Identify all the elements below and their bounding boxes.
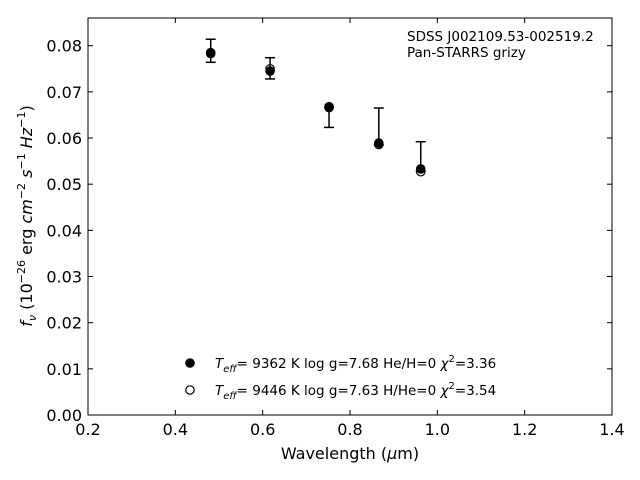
x-tick-label: 0.8 (337, 420, 362, 439)
x-tick-label: 0.2 (75, 420, 100, 439)
annotation: SDSS J002109.53-002519.2 Pan-STARRS griz… (407, 29, 594, 61)
x-tick-label: 1.4 (599, 420, 624, 439)
x-axis-label: Wavelength (μm) (281, 444, 419, 463)
x-tick-label: 1.0 (425, 420, 450, 439)
y-tick-label: 0.03 (46, 268, 82, 287)
annotation-line-1: SDSS J002109.53-002519.2 (407, 29, 594, 45)
y-tick-label: 0.04 (46, 221, 82, 240)
legend: Teff= 9362 K log g=7.68 He/H=0 χ2=3.36 Te… (185, 354, 496, 402)
tick-layer: 0.2 0.4 0.6 0.8 1.0 1.2 1.4 0.00 0.01 0.02 0.03 0.0… (46, 18, 625, 439)
y-tick-label: 0.08 (46, 37, 82, 56)
x-tick-label: 0.4 (163, 420, 188, 439)
legend-marker-open (185, 385, 195, 395)
legend-entry: Teff= 9446 K log g=7.63 H/He=0 χ2=3.54 (215, 381, 496, 402)
y-tick-label: 0.06 (46, 129, 82, 148)
x-tick-label: 0.6 (250, 420, 275, 439)
model-point-open (265, 63, 275, 74)
y-axis-label: fν (10−26 erg cm−2 s−1 Hz−1) (15, 105, 39, 326)
model-point-open (374, 139, 384, 150)
annotation-line-2: Pan-STARRS grizy (407, 45, 526, 61)
model-point-open (415, 166, 426, 177)
y-tick-label: 0.02 (46, 314, 82, 333)
x-tick-label: 1.2 (512, 420, 537, 439)
legend-entry: Teff= 9362 K log g=7.68 He/H=0 χ2=3.36 (215, 354, 496, 375)
y-tick-label: 0.01 (46, 360, 82, 379)
marker-layer (205, 47, 426, 177)
model-point-open (324, 101, 334, 112)
y-tick-label: 0.05 (46, 175, 82, 194)
model-point-filled (415, 164, 426, 174)
legend-marker-filled (185, 358, 195, 368)
y-tick-label: 0.07 (46, 83, 82, 102)
y-tick-label: 0.00 (46, 406, 82, 425)
model-point-open (205, 47, 216, 58)
plot-area (87, 17, 613, 416)
